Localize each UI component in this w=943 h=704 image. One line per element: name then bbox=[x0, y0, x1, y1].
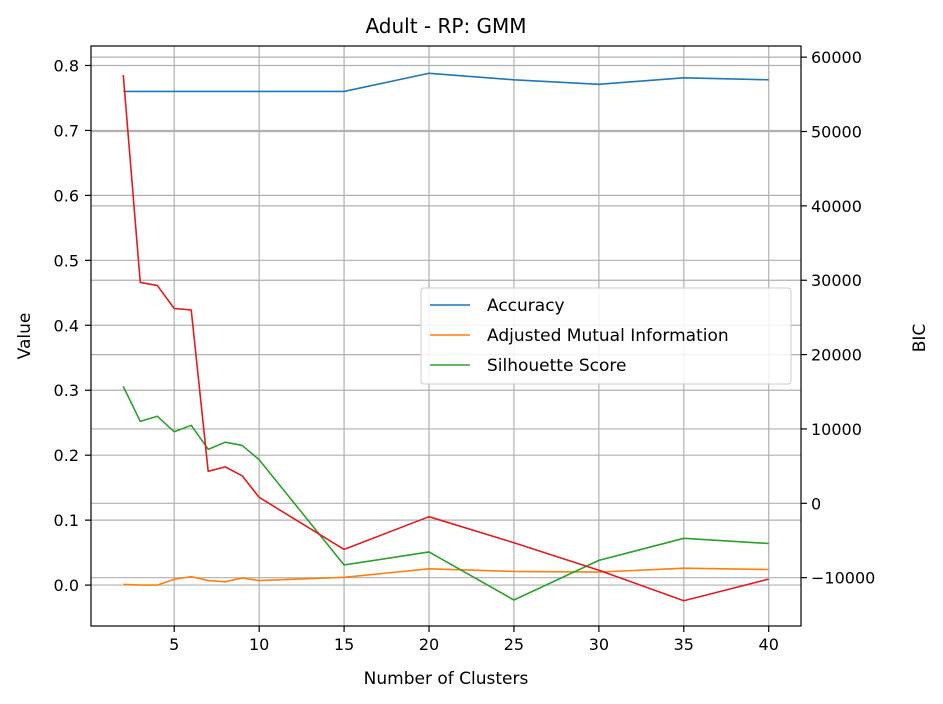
y-axis-ticks: 0.0 0.1 0.2 0.3 0.4 0.5 0.6 0.7 0.8 bbox=[54, 56, 91, 595]
x-axis-title: Number of Clusters bbox=[364, 669, 529, 689]
y-tick-label: 0.6 bbox=[54, 186, 79, 205]
x-tick-label: 35 bbox=[674, 635, 694, 654]
y-tick-label: 0.4 bbox=[54, 316, 79, 335]
y2-axis-title: BIC bbox=[910, 324, 930, 353]
legend-label-silhouette: Silhouette Score bbox=[487, 356, 626, 376]
y2-tick-label: 60000 bbox=[811, 48, 862, 67]
x-tick-label: 20 bbox=[419, 635, 439, 654]
y2-tick-label: 50000 bbox=[811, 123, 862, 142]
x-tick-label: 25 bbox=[504, 635, 524, 654]
x-axis-ticks: 5 10 15 20 25 30 35 40 bbox=[169, 626, 779, 654]
y2-tick-label: 20000 bbox=[811, 346, 862, 365]
y-tick-label: 0.3 bbox=[54, 381, 79, 400]
y2-tick-label: −10000 bbox=[811, 569, 875, 588]
series-line-ami bbox=[123, 567, 769, 586]
grid bbox=[91, 46, 801, 626]
y2-axis-ticks: −10000 0 10000 20000 30000 40000 50000 60000 bbox=[801, 48, 875, 588]
x-tick-label: 40 bbox=[759, 635, 779, 654]
y-axis-title: Value bbox=[15, 313, 35, 360]
plot-frame bbox=[90, 45, 802, 627]
x-tick-label: 10 bbox=[249, 635, 269, 654]
legend-label-accuracy: Accuracy bbox=[487, 296, 565, 316]
y-tick-label: 0.8 bbox=[54, 56, 79, 75]
y2-tick-label: 0 bbox=[811, 494, 821, 513]
y-tick-label: 0.0 bbox=[54, 576, 79, 595]
y-tick-label: 0.5 bbox=[54, 251, 79, 270]
x-tick-label: 5 bbox=[169, 635, 179, 654]
chart-title: Adult - RP: GMM bbox=[365, 14, 526, 38]
y2-tick-label: 40000 bbox=[811, 197, 862, 216]
series-line-accuracy bbox=[123, 72, 769, 93]
x-tick-label: 15 bbox=[334, 635, 354, 654]
y2-tick-label: 10000 bbox=[811, 420, 862, 439]
y-tick-label: 0.7 bbox=[54, 121, 79, 140]
y-tick-label: 0.1 bbox=[54, 511, 79, 530]
y2-tick-label: 30000 bbox=[811, 271, 862, 290]
legend-box bbox=[420, 287, 792, 385]
y-tick-label: 0.2 bbox=[54, 446, 79, 465]
series-line-bic bbox=[122, 74, 769, 602]
x-tick-label: 30 bbox=[589, 635, 609, 654]
series-lines bbox=[122, 72, 769, 602]
legend-label-ami: Adjusted Mutual Information bbox=[487, 326, 729, 346]
legend: Accuracy Adjusted Mutual Information Sil… bbox=[420, 287, 792, 385]
series-line-silhouette bbox=[122, 385, 769, 601]
